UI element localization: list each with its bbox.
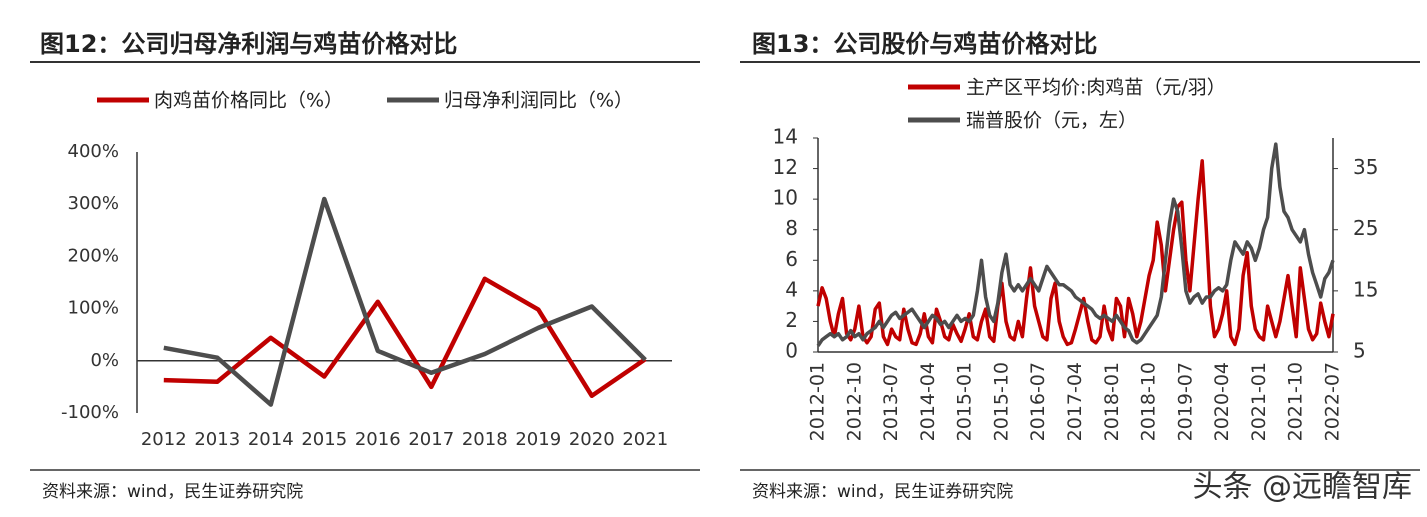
- legend-label: 主产区平均价:肉鸡苗（元/羽）: [966, 77, 1226, 99]
- x-tick-label: 2016: [355, 429, 401, 450]
- x-tick-label: 2021: [622, 429, 668, 450]
- x-tick-label: 2018-01: [1101, 362, 1123, 441]
- y-tick-label: 400%: [68, 141, 119, 162]
- y-tick-label: 100%: [68, 298, 119, 319]
- x-tick-label: 2018-10: [1138, 362, 1160, 441]
- x-tick-label: 2016-07: [1027, 362, 1049, 441]
- chart-title: 图13：公司股价与鸡苗价格对比: [752, 30, 1097, 58]
- y-tick-label: 14: [773, 125, 798, 149]
- y2-tick-label: 5: [1353, 339, 1366, 363]
- x-tick-label: 2014: [248, 429, 294, 450]
- y-tick-label: -100%: [61, 402, 119, 423]
- x-tick-label: 2021-01: [1248, 362, 1270, 441]
- y-tick-label: 0: [785, 339, 798, 363]
- x-tick-label: 2012: [141, 429, 187, 450]
- series-line: [163, 196, 647, 407]
- y-tick-label: 300%: [68, 193, 119, 214]
- legend-label: 瑞普股价（元，左）: [966, 110, 1137, 132]
- x-tick-label: 2017-04: [1064, 362, 1086, 441]
- source: 资料来源：wind，民生证券研究院: [752, 482, 1013, 502]
- x-tick-label: 2020-04: [1211, 362, 1233, 441]
- source: 资料来源：wind，民生证券研究院: [42, 482, 303, 502]
- x-tick-label: 2018: [462, 429, 508, 450]
- x-tick-label: 2019: [515, 429, 561, 450]
- x-tick-label: 2012-01: [807, 362, 829, 441]
- x-tick-label: 2020: [569, 429, 615, 450]
- y-tick-label: 200%: [68, 245, 119, 266]
- y-tick-label: 12: [773, 155, 798, 179]
- x-tick-label: 2017: [408, 429, 454, 450]
- x-tick-label: 2014-04: [917, 362, 939, 441]
- y2-tick-label: 25: [1353, 216, 1378, 240]
- x-tick-label: 2015: [301, 429, 347, 450]
- legend-label: 肉鸡苗价格同比（%）: [154, 90, 343, 112]
- y-tick-label: 10: [773, 186, 798, 210]
- series-line: [816, 159, 1335, 347]
- x-tick-label: 2022-07: [1322, 362, 1344, 441]
- chart-title: 图12：公司归母净利润与鸡苗价格对比: [40, 30, 457, 58]
- y-tick-label: 4: [785, 277, 798, 301]
- legend-label: 归母净利润同比（%）: [444, 90, 633, 112]
- y-tick-label: 8: [785, 216, 798, 240]
- y2-tick-label: 35: [1353, 155, 1378, 179]
- x-tick-label: 2013-07: [880, 362, 902, 441]
- x-tick-label: 2019-07: [1174, 362, 1196, 441]
- y-tick-label: 6: [785, 247, 798, 271]
- y-tick-label: 0%: [90, 350, 119, 371]
- x-tick-label: 2015-10: [990, 362, 1012, 441]
- series-line: [816, 142, 1335, 347]
- x-tick-label: 2021-10: [1285, 362, 1307, 441]
- series-line: [163, 276, 647, 399]
- x-tick-label: 2015-01: [954, 362, 976, 441]
- x-tick-label: 2012-10: [843, 362, 865, 441]
- x-tick-label: 2013: [194, 429, 240, 450]
- y2-tick-label: 15: [1353, 277, 1378, 301]
- watermark: 头条 @远瞻智库: [1192, 470, 1412, 505]
- y-tick-label: 2: [785, 308, 798, 332]
